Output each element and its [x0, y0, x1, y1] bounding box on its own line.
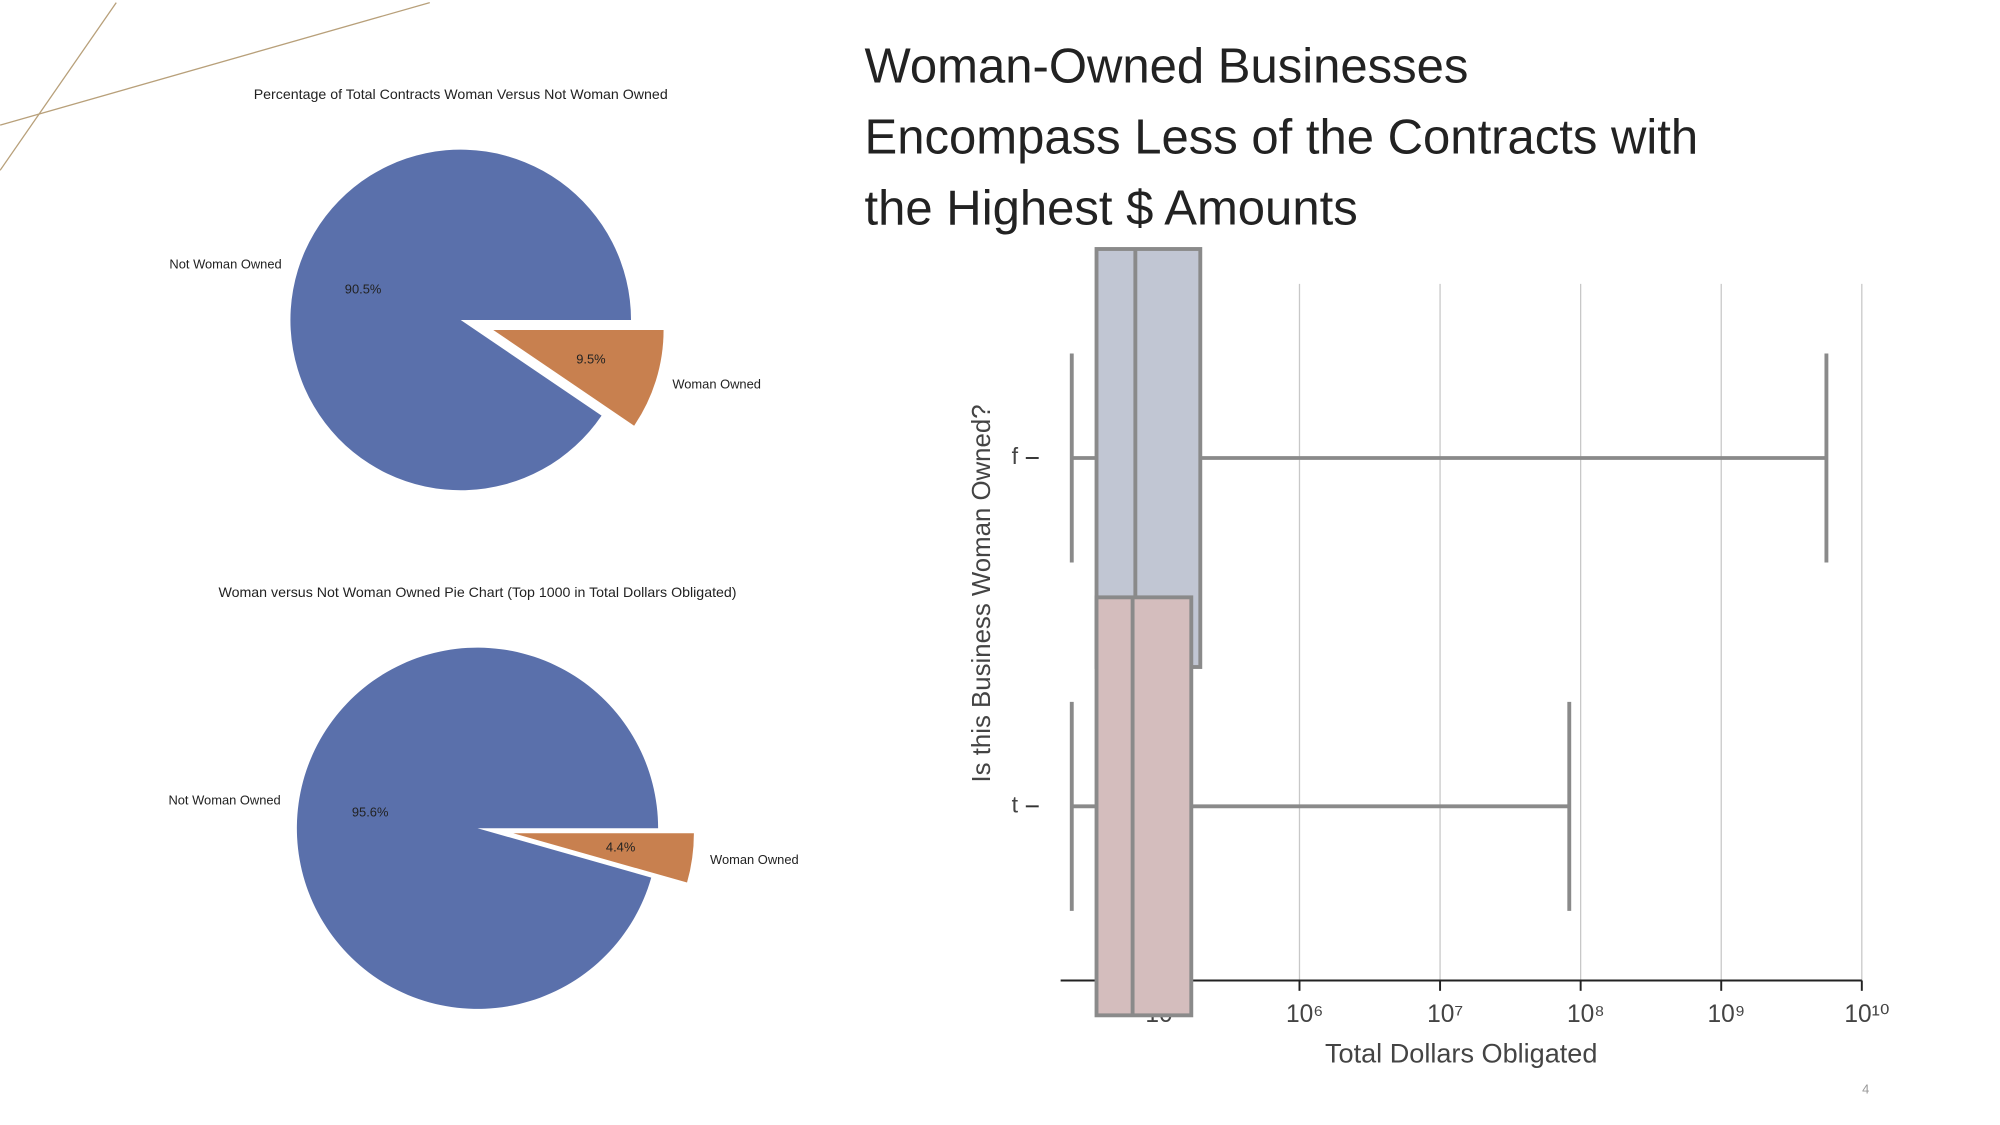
value-label: 9.5% [576, 351, 605, 366]
decor-line [0, 1, 430, 126]
chart-title: Percentage of Total Contracts Woman Vers… [254, 87, 668, 103]
x-axis-label: Total Dollars Obligated [1325, 1037, 1597, 1068]
pie-slice [296, 647, 659, 1009]
y-axis-label: Is this Business Woman Owned? [968, 404, 996, 782]
value-label: 4.4% [606, 840, 635, 855]
category-label: Woman Owned [672, 376, 761, 391]
slide-title: Encompass Less of the Contracts with [865, 111, 1699, 165]
pie-slice [290, 149, 632, 491]
pie-slice [513, 833, 694, 883]
value-label: 90.5% [345, 281, 382, 296]
pie-slice [493, 329, 664, 426]
category-label: Not Woman Owned [168, 792, 280, 807]
y-tick-label: t [1012, 791, 1019, 817]
page-number: 4 [1862, 1082, 1869, 1097]
x-tick-label: 10⁷ [1427, 1001, 1463, 1028]
slide-title: Woman-Owned Businesses [865, 40, 1469, 94]
x-tick-label: 10⁹ [1708, 1001, 1746, 1028]
value-label: 95.6% [352, 805, 389, 820]
decor-line [0, 2, 117, 171]
category-label: Woman Owned [710, 852, 799, 867]
slide-title: the Highest $ Amounts [865, 182, 1358, 236]
category-label: Not Woman Owned [169, 256, 281, 271]
box [1094, 595, 1194, 1018]
y-tick-label: f [1012, 443, 1019, 469]
x-tick-label: 10¹⁰ [1844, 1001, 1889, 1028]
x-tick-label: 10⁸ [1567, 1001, 1605, 1028]
x-tick-label: 10⁶ [1286, 1001, 1323, 1028]
chart-title: Woman versus Not Woman Owned Pie Chart (… [218, 585, 736, 601]
